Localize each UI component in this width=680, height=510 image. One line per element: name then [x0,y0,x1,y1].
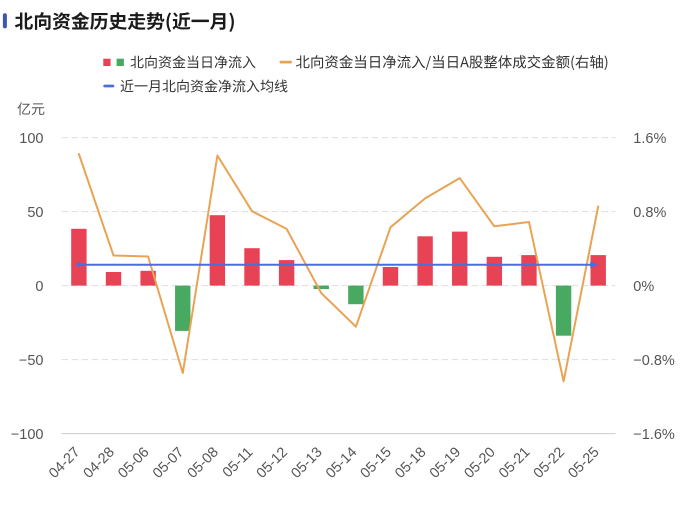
svg-text:0%: 0% [633,279,654,295]
svg-text:100: 100 [19,131,43,147]
svg-text:−0.8%: −0.8% [633,353,675,369]
svg-text:−100: −100 [11,427,44,443]
svg-text:50: 50 [27,205,43,221]
svg-text:−50: −50 [19,353,44,369]
svg-text:1.6%: 1.6% [633,131,666,147]
svg-text:−1.6%: −1.6% [633,427,675,443]
svg-text:0.8%: 0.8% [633,205,666,221]
svg-text:0: 0 [35,279,43,295]
